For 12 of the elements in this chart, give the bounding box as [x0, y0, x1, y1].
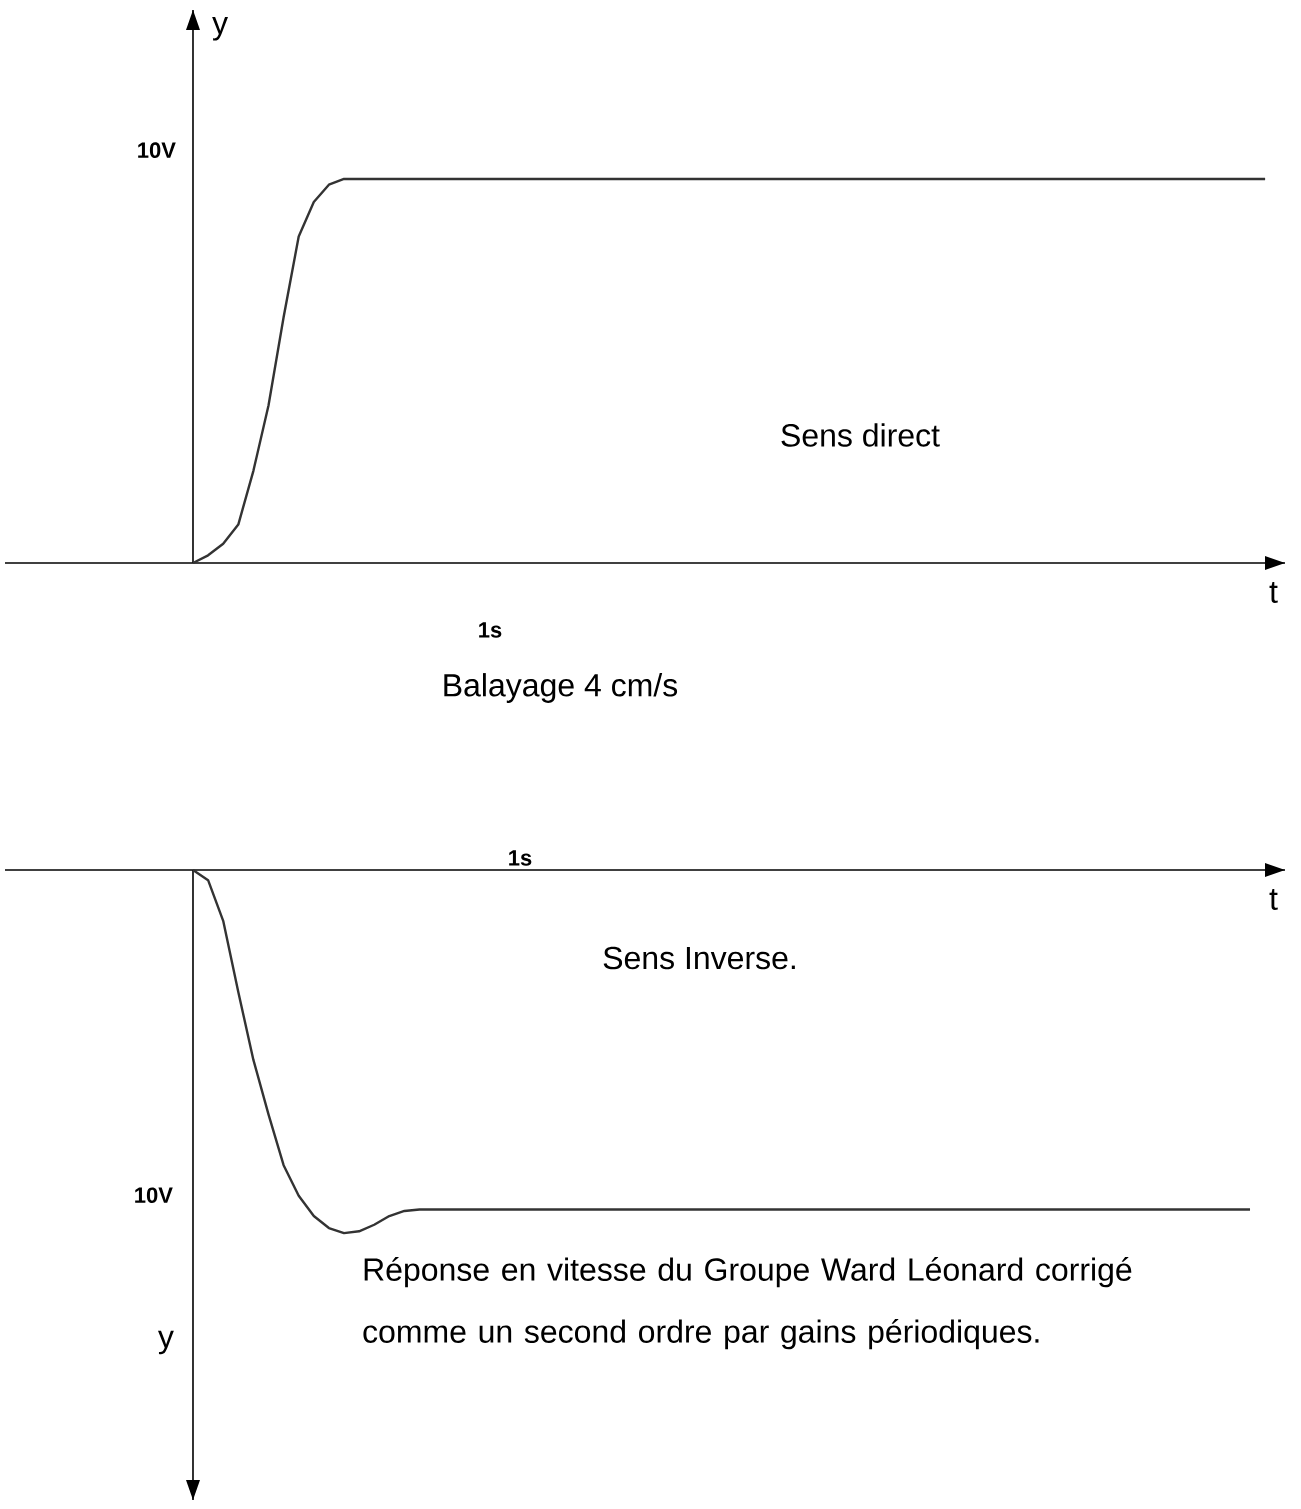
text: Réponse en vitesse du Groupe Ward Léonard corrigé comme un second ordre par gains périodiques. [363, 1257, 1132, 1350]
text: 10V [138, 142, 176, 158]
text: 1s [509, 850, 532, 866]
text: 1s [479, 622, 502, 638]
text: Balayage 4 cm/s [444, 673, 678, 703]
x-axis-title: t [1269, 582, 1278, 603]
y-axis-title: y [157, 1330, 174, 1355]
annotation: Sens Inverse. [603, 946, 795, 970]
annotation: Sens direct [781, 423, 940, 447]
x-axis-title: t [1269, 889, 1278, 910]
text: 10V [135, 1187, 173, 1203]
y-axis-title: y [212, 17, 228, 41]
